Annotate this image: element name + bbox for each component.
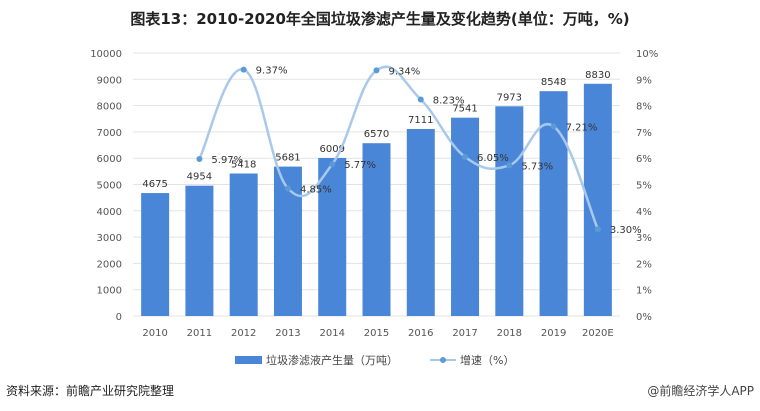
bar-data-label: 7541 [452,104,477,115]
legend-swatch-bar [235,356,262,364]
x-tick-label: 2011 [187,328,212,339]
x-tick-label: 2010 [142,328,167,339]
y-right-tick-label: 9% [636,75,652,86]
y-right-tick-label: 1% [636,286,652,297]
bar-data-label: 7973 [497,92,522,103]
bar [229,173,258,316]
growth-point [196,155,203,162]
growth-data-label: 9.34% [389,66,421,77]
bar [273,166,302,316]
growth-point [462,153,469,160]
source-note: 资料来源：前瞻产业研究院整理 [6,384,175,398]
y-right-tick-label: 4% [636,207,652,218]
y-left-tick-label: 8000 [97,102,122,113]
y-left-tick-label: 6000 [97,154,122,165]
chart: 0 1000 2000 3000 4000 5000 6000 7000 8000 9000 100… [90,49,658,339]
bar-data-label: 5681 [275,153,300,164]
y-left-tick-label: 0 [116,312,122,323]
legend-label: 垃圾渗滤液产生量（万吨） [266,354,398,367]
x-tick-label: 2014 [320,328,345,339]
growth-data-label: 9.37% [256,66,288,77]
legend-label: 增速（%） [460,354,515,367]
growth-point [594,226,601,233]
growth-data-label: 4.85% [300,184,332,195]
y-right-tick-label: 7% [636,128,652,139]
x-tick-label: 2013 [275,328,300,339]
growth-data-label: 8.23% [433,96,465,107]
x-tick-label: 2018 [497,328,522,339]
growth-point [284,185,291,192]
bar [141,193,170,316]
growth-data-label: 5.97% [211,155,243,166]
legend-item-line: 增速（%） [430,352,514,368]
growth-data-label: 5.73% [521,161,553,172]
x-tick-label: 2012 [231,328,256,339]
growth-point [373,67,380,74]
y-right-tick-label: 6% [636,154,652,165]
credit: @前瞻经济学人APP [647,384,754,398]
y-left-tick-label: 9000 [97,75,122,86]
y-right-tick-label: 3% [636,233,652,244]
x-tick-label: 2017 [452,328,477,339]
growth-data-label: 7.21% [566,122,598,133]
growth-point [506,162,513,169]
bar [362,143,391,316]
y-left-tick-label: 4000 [97,207,122,218]
x-tick-label: 2016 [408,328,433,339]
x-tick-label: 2020E [582,328,614,339]
y-right-tick-label: 2% [636,259,652,270]
chart-title: 图表13：2010-2020年全国垃圾渗滤产生量及变化趋势(单位：万吨，%) [130,10,630,28]
y-left-tick-label: 2000 [97,259,122,270]
growth-point [240,66,247,73]
bar-data-label: 7111 [408,115,433,126]
bar [318,157,347,316]
growth-point [329,161,336,168]
bar-data-label: 6570 [364,129,389,140]
legend-item-bar: 垃圾渗滤液产生量（万吨） [235,352,398,368]
y-left-tick-label: 10000 [90,49,122,60]
x-tick-label: 2019 [541,328,566,339]
bar [495,106,524,317]
y-right-tick-label: 0% [636,312,652,323]
y-right-tick-label: 10% [636,49,658,60]
x-tick-label: 2015 [364,328,389,339]
bar-data-label: 8830 [585,70,610,81]
growth-point [417,96,424,103]
bar [451,117,480,317]
y-right-tick-label: 8% [636,102,652,113]
legend-swatch-line [430,355,456,365]
bar-data-label: 8548 [541,77,566,88]
bar-data-label: 5418 [231,160,256,171]
bar [185,185,214,316]
growth-point [550,123,557,130]
y-left-tick-label: 1000 [97,286,122,297]
y-left-tick-label: 5000 [97,181,122,192]
growth-line [198,65,600,230]
y-left-tick-label: 7000 [97,128,122,139]
y-right-tick-label: 5% [636,181,652,192]
growth-data-label: 5.77% [344,160,376,171]
bar [406,128,435,316]
bar-data-label: 4954 [187,172,212,183]
y-left-tick-label: 3000 [97,233,122,244]
bar-data-label: 6009 [320,144,345,155]
bar-data-label: 4675 [142,179,167,190]
growth-data-label: 6.05% [477,153,509,164]
growth-data-label: 3.30% [610,225,642,236]
